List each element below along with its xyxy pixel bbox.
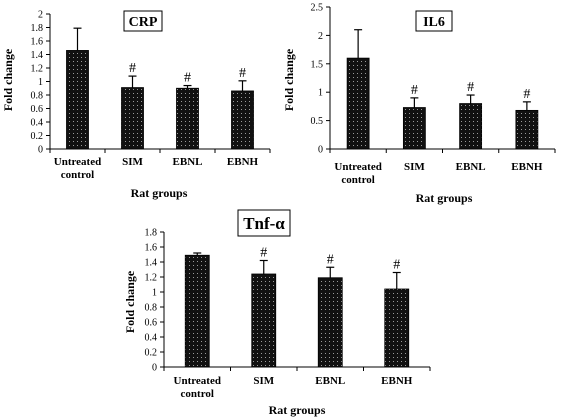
crp-chart: CRP Fold change Rat groups 0 0.2 0.4 0.6 0.8… <box>1 10 271 200</box>
tnf-alpha-y-tick-label: 1.2 <box>145 273 158 284</box>
crp-y-tick-label: 1.2 <box>31 64 44 75</box>
tnf-alpha-y-tick-label: 0.4 <box>145 333 158 344</box>
tnf-alpha-plot-area: 0 0.2 0.4 0.6 0.8 1 1.2 1.4 1.6 1.8 Untreated contr… <box>145 228 431 400</box>
crp-y-tick-label: 0.4 <box>31 118 44 129</box>
crp-category-label: SIM <box>122 156 143 168</box>
crp-y-tick-label: 0.8 <box>31 91 44 102</box>
tnf-alpha-y-tick-label: 0 <box>152 363 157 374</box>
crp-x-axis-label: Rat groups <box>131 186 188 200</box>
il6-y-tick-label: 0.5 <box>311 116 324 127</box>
il6-y-tick-label: 1.5 <box>311 59 324 70</box>
tnf-alpha-y-tick-label: 1.8 <box>145 228 158 239</box>
crp-plot-area: 0 0.2 0.4 0.6 0.8 1 1.2 1.4 1.6 1.8 2 Untreated cont… <box>31 10 271 181</box>
il6-title: IL6 <box>423 15 445 30</box>
tnf-alpha-bar <box>317 277 343 368</box>
tnf-alpha-y-tick-label: 0.2 <box>145 348 158 359</box>
il6-bar <box>402 107 426 150</box>
crp-y-tick-label: 1.4 <box>31 50 44 61</box>
tnf-alpha-bar <box>251 273 277 368</box>
crp-y-tick-label: 1.6 <box>31 37 44 48</box>
crp-bar <box>66 50 89 150</box>
crp-significance-marker: # <box>129 61 136 76</box>
il6-plot-area: 0 0.5 1 1.5 2 2.5 Untreated control # SIM # EBNL # EB… <box>311 3 556 186</box>
crp-title-box <box>123 10 163 32</box>
crp-significance-marker: # <box>239 66 246 81</box>
crp-category-label: EBNH <box>227 156 259 168</box>
tnf-alpha-category-label: EBNH <box>381 375 413 387</box>
tnf-alpha-y-tick-label: 1.4 <box>145 258 158 269</box>
tnf-alpha-category-label: Untreated control <box>174 375 221 400</box>
crp-bar <box>176 87 199 150</box>
crp-bar <box>231 90 254 150</box>
tnf-alpha-x-axis-label: Rat groups <box>269 403 326 417</box>
crp-y-tick-label: 2 <box>38 10 43 21</box>
crp-y-tick-label: 1 <box>38 77 43 88</box>
il6-significance-marker: # <box>523 87 530 102</box>
crp-bar <box>121 87 144 150</box>
tnf-alpha-y-tick-label: 1.6 <box>145 243 158 254</box>
il6-title-box <box>415 10 453 32</box>
tnf-alpha-bar <box>384 288 410 368</box>
crp-y-tick-label: 0.2 <box>31 131 44 142</box>
tnf-alpha-title: Tnf-α <box>243 214 285 233</box>
crp-title: CRP <box>129 15 158 30</box>
il6-category-label: SIM <box>404 161 425 173</box>
crp-y-axis-label: Fold change <box>1 48 15 111</box>
il6-y-tick-label: 0 <box>318 145 323 156</box>
il6-significance-marker: # <box>411 83 418 98</box>
il6-chart: IL6 Fold change Rat groups 0 0.5 1 1.5 2 2.5 U… <box>282 3 556 205</box>
il6-category-label: EBNL <box>456 161 486 173</box>
tnf-alpha-significance-marker: # <box>260 246 267 261</box>
tnf-alpha-category-label: SIM <box>253 375 274 387</box>
tnf-alpha-title-box <box>237 209 291 237</box>
il6-bar <box>346 57 370 150</box>
tnf-alpha-y-tick-label: 0.6 <box>145 318 158 329</box>
il6-y-axis-label: Fold change <box>282 48 296 111</box>
il6-significance-marker: # <box>467 80 474 95</box>
il6-y-tick-label: 1 <box>318 88 323 99</box>
crp-significance-marker: # <box>184 71 191 86</box>
tnf-alpha-significance-marker: # <box>393 258 400 273</box>
il6-bar <box>459 103 483 150</box>
il6-y-tick-label: 2 <box>318 31 323 42</box>
tnf-alpha-bar <box>184 254 210 368</box>
crp-category-label: EBNL <box>173 156 203 168</box>
crp-y-tick-label: 0 <box>38 145 43 156</box>
crp-category-label: Untreated control <box>54 156 101 181</box>
il6-category-label: Untreated control <box>334 161 381 186</box>
tnf-alpha-y-axis-label: Fold change <box>123 270 137 333</box>
tnf-alpha-y-tick-label: 1 <box>152 288 157 299</box>
crp-y-tick-label: 1.8 <box>31 23 44 34</box>
tnf-alpha-category-label: EBNL <box>315 375 345 387</box>
crp-y-tick-label: 0.6 <box>31 104 44 115</box>
il6-bar <box>515 109 539 150</box>
tnf-alpha-significance-marker: # <box>327 252 334 267</box>
il6-y-tick-label: 2.5 <box>311 3 324 14</box>
tnf-alpha-chart: Tnf-α Fold change Rat groups 00.20.40.60… <box>123 209 431 417</box>
il6-x-axis-label: Rat groups <box>416 191 473 205</box>
il6-category-label: EBNH <box>511 161 543 173</box>
tnf-alpha-y-tick-label: 0.8 <box>145 303 158 314</box>
